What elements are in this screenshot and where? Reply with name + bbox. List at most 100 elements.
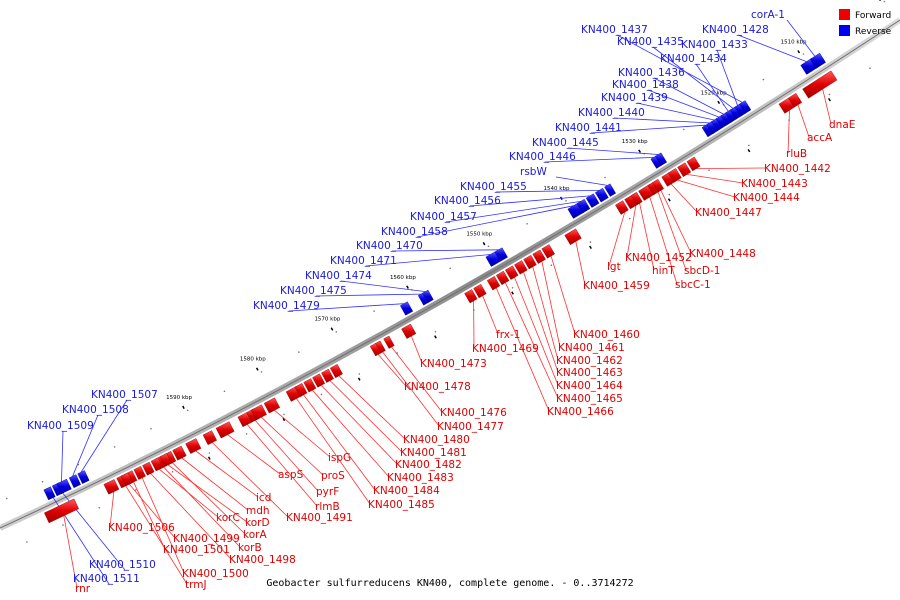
label-leader-line xyxy=(172,462,246,535)
legend-reverse-swatch xyxy=(839,25,850,36)
reverse-gene-label: KN400_1471 xyxy=(330,255,397,267)
tick-dot xyxy=(135,489,137,491)
tick-dot xyxy=(589,241,592,243)
reverse-gene xyxy=(604,183,616,197)
tick-dot xyxy=(113,446,116,448)
forward-gene-label: korC xyxy=(216,512,240,524)
tick-dot xyxy=(511,287,514,289)
label-leader-line xyxy=(649,196,678,285)
legend-forward-label: Forward xyxy=(855,11,891,21)
reverse-gene-label: KN400_1445 xyxy=(532,137,599,149)
label-leader-line xyxy=(61,430,64,482)
label-leader-line xyxy=(391,249,499,252)
forward-gene-label: dnaE xyxy=(829,119,855,131)
tick-dot xyxy=(869,67,871,69)
tick-dot xyxy=(883,0,886,3)
forward-gene xyxy=(541,244,555,259)
label-leader-line xyxy=(63,515,78,589)
label-leader-line xyxy=(411,335,423,364)
tick-dot xyxy=(98,506,101,509)
label-leader-line xyxy=(125,485,188,585)
reverse-gene-label: corA-1 xyxy=(751,9,785,21)
label-leader-line xyxy=(652,46,734,109)
tick-dot xyxy=(550,264,553,267)
forward-gene xyxy=(496,270,510,286)
forward-gene-label: lgt xyxy=(607,261,621,273)
label-leader-line xyxy=(686,174,744,184)
reverse-gene-label: KN400_1436 xyxy=(618,67,685,79)
forward-gene xyxy=(615,200,629,215)
forward-gene xyxy=(652,179,664,193)
forward-gene xyxy=(473,283,487,299)
label-leader-line xyxy=(261,416,324,476)
label-leader-line xyxy=(737,34,807,62)
tick-mark xyxy=(667,198,671,202)
forward-gene-label: KN400_1469 xyxy=(472,343,539,355)
legend: Forward Reverse xyxy=(839,9,892,37)
tick-dot xyxy=(62,524,64,526)
reverse-gene-label: KN400_1475 xyxy=(280,285,347,297)
reverse-gene-label: KN400_1435 xyxy=(617,36,684,48)
reverse-gene xyxy=(655,152,667,166)
forward-gene-label: korA xyxy=(243,529,267,541)
label-leader-line xyxy=(514,277,559,386)
reverse-gene xyxy=(576,198,591,214)
tick-dot xyxy=(565,200,567,202)
forward-gene xyxy=(686,156,701,172)
label-leader-line xyxy=(670,183,698,213)
label-leader-line xyxy=(657,191,687,271)
forward-gene-label: KN400_1480 xyxy=(403,434,470,446)
label-leader-line xyxy=(150,473,232,560)
label-leader-line xyxy=(72,414,99,477)
label-leader-line xyxy=(616,34,743,103)
forward-gene xyxy=(142,461,155,476)
label-leader-line xyxy=(159,468,219,518)
forward-gene-label: KN400_1442 xyxy=(764,163,831,175)
forward-gene xyxy=(263,397,281,414)
reverse-gene-label: KN400_1434 xyxy=(660,53,727,65)
forward-gene-label: sbcD-1 xyxy=(684,265,720,277)
forward-gene-label: KN400_1460 xyxy=(573,329,640,341)
forward-gene xyxy=(312,373,326,388)
tick-mark xyxy=(589,245,592,249)
forward-gene-label: KN400_1459 xyxy=(583,280,650,292)
label-leader-line xyxy=(55,484,126,571)
label-leader-line xyxy=(469,195,590,207)
forward-gene xyxy=(514,260,528,275)
reverse-gene-label: KN400_1511 xyxy=(73,573,140,585)
forward-gene-label: KN400_1444 xyxy=(733,192,800,204)
reverse-gene xyxy=(422,289,434,303)
label-leader-line xyxy=(274,409,331,458)
forward-gene-label: korB xyxy=(238,542,262,554)
reverse-gene xyxy=(56,478,72,495)
label-leader-line xyxy=(495,287,550,412)
reverse-gene-label: KN400_1470 xyxy=(356,240,423,252)
forward-gene xyxy=(464,289,478,304)
forward-gene-label: frx-1 xyxy=(496,329,520,341)
label-leader-line xyxy=(246,424,318,507)
forward-gene xyxy=(369,343,382,357)
tick-label: 1590 kbp xyxy=(166,395,192,401)
forward-gene-label: KN400_1482 xyxy=(395,459,462,471)
label-leader-line xyxy=(167,464,248,523)
tick-mark xyxy=(255,367,259,371)
label-leader-line xyxy=(391,346,443,413)
label-leader-line xyxy=(660,190,692,254)
tick-label: 1570 kbp xyxy=(314,317,340,323)
forward-gene xyxy=(103,479,120,495)
forward-gene-label: accA xyxy=(807,132,833,144)
label-leader-line xyxy=(195,450,259,498)
forward-gene-label: KN400_1484 xyxy=(373,485,440,497)
tick-dot xyxy=(245,433,248,435)
forward-gene-label: KN400_1500 xyxy=(182,568,249,580)
label-leader-line xyxy=(340,280,426,292)
figure-title: Geobacter sulfurreducens KN400, complete… xyxy=(266,578,633,589)
tick-label: 1560 kbp xyxy=(390,275,416,281)
forward-gene xyxy=(383,335,395,349)
tick-mark xyxy=(638,149,642,153)
forward-gene-label: proS xyxy=(321,470,345,482)
tick-dot xyxy=(629,217,631,220)
label-leader-line xyxy=(329,380,403,453)
label-leader-line xyxy=(639,203,655,271)
